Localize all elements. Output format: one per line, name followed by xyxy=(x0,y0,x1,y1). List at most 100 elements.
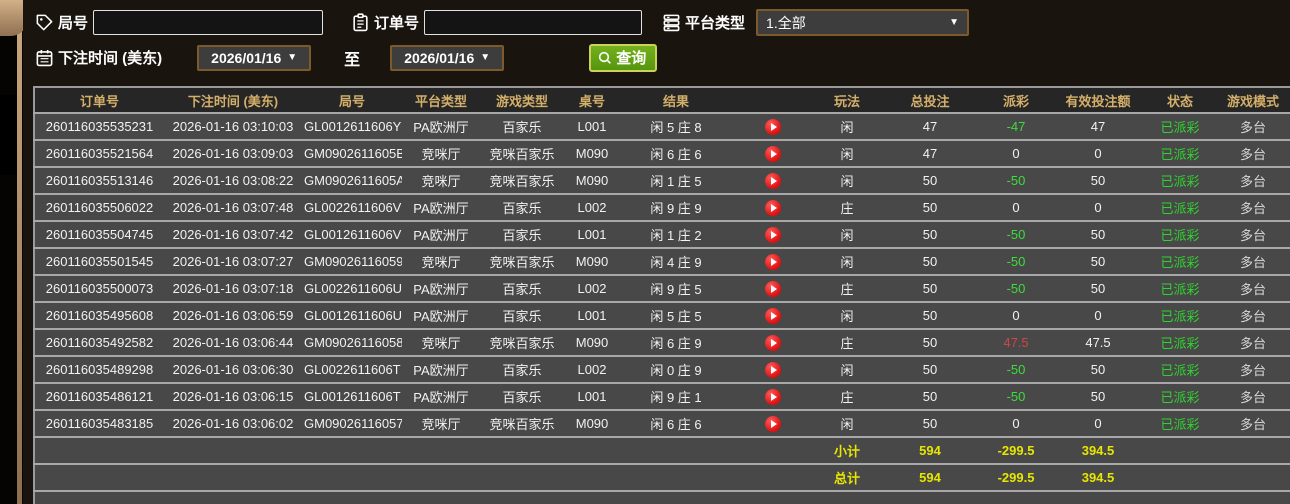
order-row: 260116035500073 2026-01-16 03:07:18 GL00… xyxy=(34,275,1290,303)
result-cell: 闲 4 庄 9 xyxy=(620,248,732,276)
replay-video-button[interactable] xyxy=(765,388,781,405)
search-icon xyxy=(599,51,612,64)
orders-tbody: 260116035535231 2026-01-16 03:10:03 GL00… xyxy=(34,113,1290,438)
result-cell: 闲 5 庄 5 xyxy=(620,302,732,330)
replay-video-button[interactable] xyxy=(765,280,781,297)
play-icon xyxy=(771,338,777,347)
bet-time-cell: 2026-01-16 03:07:42 xyxy=(164,221,302,249)
col-status: 状态 xyxy=(1144,87,1216,114)
order-row: 260116035535231 2026-01-16 03:10:03 GL00… xyxy=(34,113,1290,141)
table-no-cell: L002 xyxy=(564,275,620,303)
round-no-cell: GM09026116058 xyxy=(302,329,402,357)
total-bet-cell: 50 xyxy=(880,275,980,303)
status-cell: 已派彩 xyxy=(1144,248,1216,276)
bet-time-cell: 2026-01-16 03:06:59 xyxy=(164,302,302,330)
round-no-cell: GM09026116059 xyxy=(302,248,402,276)
replay-video-button[interactable] xyxy=(765,253,781,270)
play-icon xyxy=(771,284,777,293)
valid-bet-cell: 0 xyxy=(1052,302,1144,330)
total-bet-cell: 50 xyxy=(880,248,980,276)
table-no-cell: L001 xyxy=(564,221,620,249)
order-no-cell: 260116035486121 xyxy=(34,383,164,411)
replay-video-button[interactable] xyxy=(765,172,781,189)
payout-cell: -50 xyxy=(980,221,1052,249)
order-no-cell: 260116035492582 xyxy=(34,329,164,357)
table-no-cell: M090 xyxy=(564,410,620,438)
valid-bet-cell: 50 xyxy=(1052,221,1144,249)
order-no-label: 订单号 xyxy=(374,15,420,32)
replay-video-button[interactable] xyxy=(765,334,781,351)
play-icon xyxy=(771,176,777,185)
orders-table-header: 订单号 下注时间 (美东) 局号 平台类型 游戏类型 桌号 结果 玩法 总投注 … xyxy=(34,87,1290,114)
round-no-input[interactable] xyxy=(93,10,324,35)
game-type-cell: 百家乐 xyxy=(480,221,564,249)
bet-time-label: 下注时间 (美东) xyxy=(58,50,163,67)
date-to-select[interactable]: 2026/01/16 ▼ xyxy=(390,44,505,71)
replay-video-button[interactable] xyxy=(765,307,781,324)
platform-cell: PA欧洲厅 xyxy=(402,275,480,303)
total-bet-cell: 47 xyxy=(880,140,980,168)
status-cell: 已派彩 xyxy=(1144,140,1216,168)
play-type-cell: 庄 xyxy=(814,194,880,222)
play-type-cell: 庄 xyxy=(814,383,880,411)
col-result: 结果 xyxy=(620,87,732,114)
platform-cell: PA欧洲厅 xyxy=(402,221,480,249)
order-no-cell: 260116035483185 xyxy=(34,410,164,438)
game-mode-cell: 多台 xyxy=(1216,194,1290,222)
platform-cell: 竞咪厅 xyxy=(402,140,480,168)
date-from-select[interactable]: 2026/01/16 ▼ xyxy=(197,44,312,71)
col-play-type: 玩法 xyxy=(814,87,880,114)
query-button[interactable]: 查询 xyxy=(589,43,658,72)
background-corner-shape xyxy=(0,0,27,36)
status-cell: 已派彩 xyxy=(1144,383,1216,411)
status-cell: 已派彩 xyxy=(1144,221,1216,249)
play-type-cell: 闲 xyxy=(814,167,880,195)
replay-cell xyxy=(732,140,814,168)
order-no-input[interactable] xyxy=(424,10,643,35)
filter-row-2: 下注时间 (美东) 2026/01/16 ▼ 至 2026/01/16 ▼ 查询 xyxy=(35,42,1290,73)
game-mode-cell: 多台 xyxy=(1216,167,1290,195)
bet-time-cell: 2026-01-16 03:08:22 xyxy=(164,167,302,195)
background-window-edge xyxy=(0,0,23,504)
payout-cell: -50 xyxy=(980,275,1052,303)
total-bet-cell: 50 xyxy=(880,329,980,357)
bet-time-cell: 2026-01-16 03:10:03 xyxy=(164,113,302,141)
bet-records-panel: 局号 订单号 平台类型 1.全部 ▼ xyxy=(23,0,1290,504)
payout-cell: -50 xyxy=(980,383,1052,411)
table-no-cell: M090 xyxy=(564,248,620,276)
bet-time-cell: 2026-01-16 03:06:15 xyxy=(164,383,302,411)
order-no-cell: 260116035535231 xyxy=(34,113,164,141)
col-replay xyxy=(732,87,814,114)
total-bet-cell: 47 xyxy=(880,113,980,141)
total-bet-cell: 50 xyxy=(880,356,980,384)
play-icon xyxy=(771,419,777,428)
play-icon xyxy=(771,230,777,239)
round-no-cell: GL0012611606V xyxy=(302,221,402,249)
date-to-value: 2026/01/16 xyxy=(404,49,475,66)
platform-type-select[interactable]: 1.全部 ▼ xyxy=(756,9,970,36)
valid-bet-cell: 50 xyxy=(1052,383,1144,411)
subtotal-payout: -299.5 xyxy=(980,437,1052,465)
result-cell: 闲 6 庄 9 xyxy=(620,329,732,357)
col-game-mode: 游戏模式 xyxy=(1216,87,1290,114)
chevron-down-icon: ▼ xyxy=(287,52,298,63)
game-mode-cell: 多台 xyxy=(1216,221,1290,249)
replay-video-button[interactable] xyxy=(765,145,781,162)
gold-divider-line xyxy=(17,0,22,504)
bet-time-cell: 2026-01-16 03:06:30 xyxy=(164,356,302,384)
round-no-cell: GL0022611606V xyxy=(302,194,402,222)
col-game-type: 游戏类型 xyxy=(480,87,564,114)
game-mode-cell: 多台 xyxy=(1216,113,1290,141)
total-bet-cell: 50 xyxy=(880,167,980,195)
replay-video-button[interactable] xyxy=(765,361,781,378)
replay-video-button[interactable] xyxy=(765,226,781,243)
platform-type-label: 平台类型 xyxy=(685,15,746,32)
replay-video-button[interactable] xyxy=(765,118,781,135)
payout-cell: 47.5 xyxy=(980,329,1052,357)
platform-cell: 竞咪厅 xyxy=(402,329,480,357)
game-mode-cell: 多台 xyxy=(1216,329,1290,357)
replay-video-button[interactable] xyxy=(765,199,781,216)
play-icon xyxy=(771,365,777,374)
replay-video-button[interactable] xyxy=(765,415,781,432)
valid-bet-cell: 50 xyxy=(1052,167,1144,195)
